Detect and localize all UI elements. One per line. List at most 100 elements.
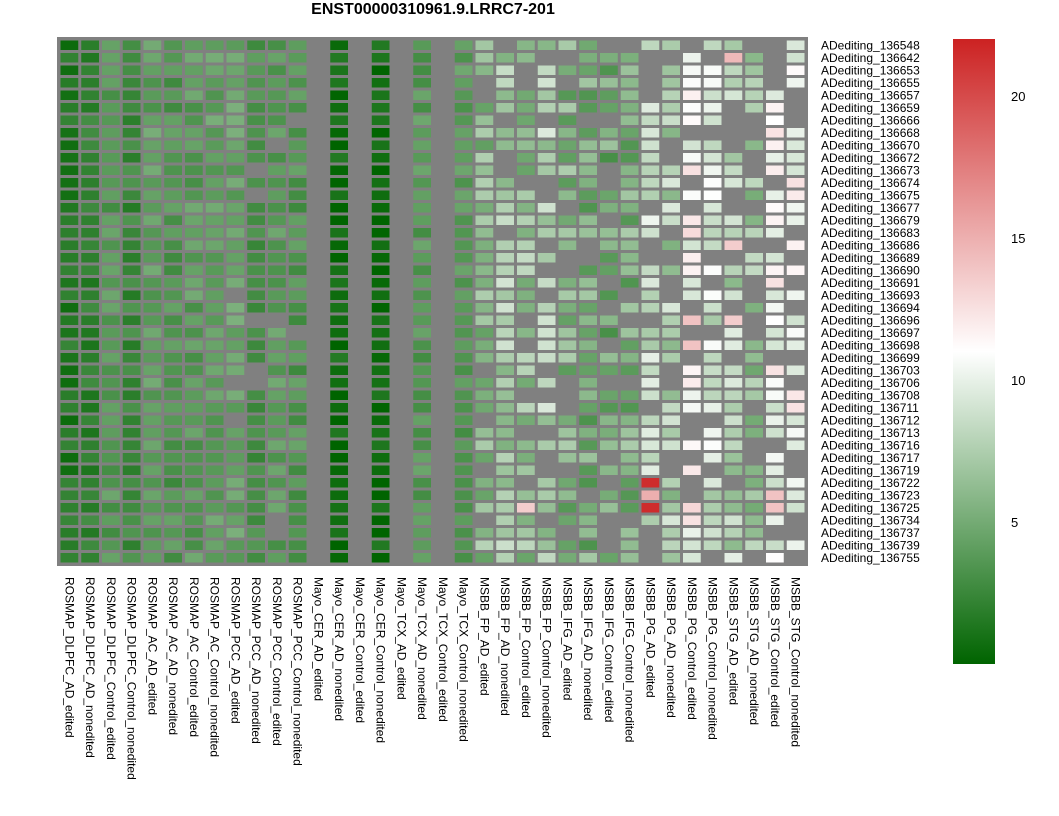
heatmap-cell bbox=[600, 415, 618, 425]
heatmap-cell bbox=[766, 315, 784, 325]
heatmap-cell bbox=[81, 528, 99, 538]
heatmap-cell bbox=[247, 265, 265, 275]
heatmap-cell bbox=[309, 303, 328, 313]
heatmap-cell bbox=[205, 90, 224, 100]
heatmap-cell bbox=[268, 165, 286, 175]
heatmap-cell bbox=[102, 153, 120, 163]
heatmap-cell bbox=[185, 428, 203, 438]
heatmap-cell bbox=[724, 353, 743, 363]
heatmap-cell bbox=[351, 403, 369, 413]
heatmap-cell bbox=[475, 103, 494, 113]
heatmap-cell bbox=[392, 153, 411, 163]
heatmap-cell bbox=[309, 465, 328, 475]
heatmap-cell bbox=[330, 440, 348, 450]
heatmap-cell bbox=[351, 278, 369, 288]
heatmap-cell bbox=[143, 365, 162, 375]
heatmap-cell bbox=[641, 553, 660, 563]
heatmap-cell bbox=[81, 78, 99, 88]
heatmap-cell bbox=[102, 378, 120, 388]
heatmap-cell bbox=[558, 40, 577, 50]
heatmap-cell bbox=[703, 40, 722, 50]
heatmap-cell bbox=[268, 115, 286, 125]
heatmap-cell bbox=[330, 253, 348, 263]
heatmap-cell bbox=[600, 203, 618, 213]
heatmap-cell bbox=[766, 390, 784, 400]
heatmap-cell bbox=[122, 553, 141, 563]
column-label: MSBB_STG_AD_edited bbox=[726, 577, 740, 705]
heatmap-cell bbox=[164, 390, 182, 400]
heatmap-cell bbox=[143, 415, 162, 425]
heatmap-cell bbox=[330, 515, 348, 525]
heatmap-cell bbox=[454, 278, 473, 288]
heatmap-cell bbox=[226, 403, 245, 413]
heatmap-cell bbox=[309, 278, 328, 288]
heatmap-cell bbox=[392, 528, 411, 538]
heatmap-cell bbox=[102, 165, 120, 175]
heatmap-cell bbox=[143, 290, 162, 300]
heatmap-cell bbox=[434, 415, 452, 425]
heatmap-cell bbox=[226, 278, 245, 288]
heatmap-cell bbox=[579, 328, 597, 338]
heatmap-cell bbox=[164, 540, 182, 550]
heatmap-cell bbox=[683, 465, 701, 475]
heatmap-cell bbox=[703, 215, 722, 225]
heatmap-cell bbox=[600, 503, 618, 513]
heatmap-cell bbox=[517, 540, 535, 550]
heatmap-cell bbox=[60, 453, 79, 463]
heatmap-cell bbox=[724, 90, 743, 100]
heatmap-cell bbox=[579, 490, 597, 500]
heatmap-cell bbox=[600, 303, 618, 313]
heatmap-cell bbox=[620, 540, 639, 550]
heatmap-cell bbox=[454, 153, 473, 163]
heatmap-cell bbox=[766, 215, 784, 225]
heatmap-cell bbox=[351, 103, 369, 113]
heatmap-cell bbox=[579, 215, 597, 225]
heatmap-cell bbox=[60, 428, 79, 438]
heatmap-cell bbox=[268, 65, 286, 75]
heatmap-cell bbox=[330, 115, 348, 125]
heatmap-cell bbox=[579, 453, 597, 463]
heatmap-cell bbox=[662, 465, 680, 475]
heatmap-cell bbox=[434, 478, 452, 488]
heatmap-cell bbox=[205, 78, 224, 88]
heatmap-cell bbox=[662, 253, 680, 263]
heatmap-cell bbox=[496, 278, 514, 288]
heatmap-cell bbox=[413, 215, 431, 225]
heatmap-cell bbox=[724, 415, 743, 425]
heatmap-cell bbox=[205, 503, 224, 513]
heatmap-cell bbox=[226, 165, 245, 175]
heatmap-cell bbox=[641, 265, 660, 275]
heatmap-cell bbox=[81, 315, 99, 325]
heatmap-cell bbox=[662, 115, 680, 125]
heatmap-cell bbox=[185, 540, 203, 550]
heatmap-cell bbox=[205, 403, 224, 413]
heatmap-cell bbox=[205, 490, 224, 500]
heatmap-cell bbox=[766, 153, 784, 163]
heatmap-cell bbox=[641, 153, 660, 163]
heatmap-cell bbox=[81, 153, 99, 163]
heatmap-cell bbox=[766, 203, 784, 213]
heatmap-cell bbox=[558, 315, 577, 325]
column-label: ROSMAP_PCC_AD_edited bbox=[228, 577, 242, 724]
heatmap-cell bbox=[226, 178, 245, 188]
heatmap-cell bbox=[662, 403, 680, 413]
heatmap-cell bbox=[683, 115, 701, 125]
heatmap-cell bbox=[579, 103, 597, 113]
heatmap-cell bbox=[226, 40, 245, 50]
heatmap-cell bbox=[164, 78, 182, 88]
heatmap-cell bbox=[745, 178, 763, 188]
heatmap-cell bbox=[620, 378, 639, 388]
heatmap-cell bbox=[496, 340, 514, 350]
heatmap-cell bbox=[247, 353, 265, 363]
heatmap-cell bbox=[330, 353, 348, 363]
heatmap-cell bbox=[288, 465, 307, 475]
heatmap-cell bbox=[537, 478, 556, 488]
heatmap-cell bbox=[60, 215, 79, 225]
heatmap-cell bbox=[662, 415, 680, 425]
heatmap-cell bbox=[579, 440, 597, 450]
heatmap-cell bbox=[371, 378, 390, 388]
heatmap-cell bbox=[537, 78, 556, 88]
heatmap-cell bbox=[185, 390, 203, 400]
heatmap-cell bbox=[143, 240, 162, 250]
heatmap-cell bbox=[579, 90, 597, 100]
